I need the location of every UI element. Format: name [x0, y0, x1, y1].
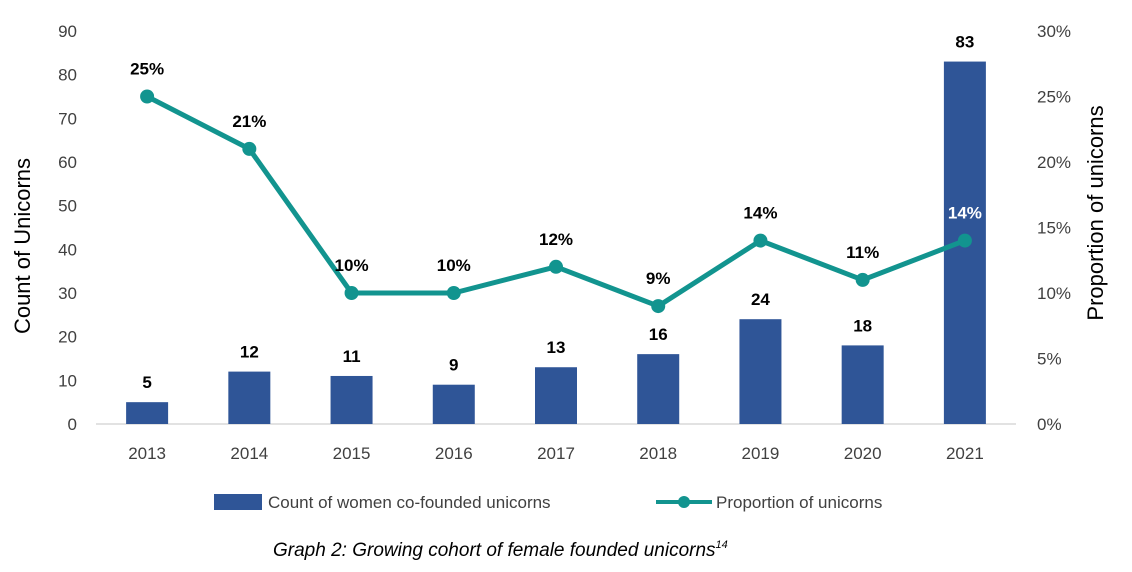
line-marker — [651, 299, 666, 314]
bar-series — [126, 61, 986, 425]
right-tick-label: 15% — [1037, 219, 1071, 238]
line-value-label: 21% — [232, 112, 266, 131]
bar — [126, 402, 169, 424]
left-axis-ticks: 0 10 20 30 40 50 60 70 80 90 — [58, 22, 77, 434]
bar-value-label: 24 — [751, 290, 770, 309]
left-tick-label: 90 — [58, 22, 77, 41]
legend-line-label: Proportion of unicorns — [716, 493, 882, 512]
left-tick-label: 30 — [58, 284, 77, 303]
line-marker — [549, 259, 563, 274]
line-marker — [446, 286, 461, 300]
x-tick-label: 2016 — [435, 444, 473, 463]
left-tick-label: 40 — [58, 240, 77, 259]
x-tick-label: 2013 — [128, 444, 166, 463]
line-marker — [140, 89, 155, 104]
caption: Graph 2: Growing cohort of female founde… — [273, 539, 728, 561]
left-tick-label: 70 — [58, 109, 77, 128]
bar-value-label: 83 — [955, 33, 974, 52]
line-value-label: 10% — [437, 256, 471, 275]
line-value-label: 14% — [743, 204, 777, 223]
bar — [637, 354, 680, 424]
left-tick-label: 80 — [58, 66, 77, 85]
line-value-label: 10% — [335, 256, 369, 275]
right-tick-label: 0% — [1037, 415, 1062, 434]
left-tick-label: 60 — [58, 153, 77, 172]
line-marker — [957, 233, 972, 248]
line-value-label: 25% — [130, 60, 164, 79]
x-tick-label: 2014 — [230, 444, 268, 463]
bar-value-label: 5 — [142, 373, 151, 392]
line-marker — [242, 141, 257, 156]
bar-value-label: 9 — [449, 356, 458, 375]
left-tick-label: 50 — [58, 197, 77, 216]
x-tick-label: 2020 — [844, 444, 882, 463]
line-value-label: 14% — [948, 204, 982, 223]
bar — [330, 375, 373, 424]
right-tick-label: 5% — [1037, 350, 1062, 369]
right-tick-label: 10% — [1037, 284, 1071, 303]
bar-value-label: 16 — [649, 325, 668, 344]
right-axis-ticks: 0% 5% 10% 15% 20% 25% 30% — [1037, 22, 1071, 434]
x-tick-label: 2021 — [946, 444, 984, 463]
left-tick-label: 0 — [68, 415, 77, 434]
x-tick-label: 2018 — [639, 444, 677, 463]
bar — [432, 384, 475, 424]
left-axis-title: Count of Unicorns — [10, 158, 35, 334]
bar — [841, 345, 884, 424]
line-value-label: 11% — [846, 243, 879, 262]
bar-value-label: 18 — [853, 316, 872, 335]
bar-data-labels: 5 12 11 9 13 16 24 18 83 — [142, 33, 974, 393]
bar — [535, 367, 577, 424]
line-series — [140, 89, 972, 314]
right-tick-label: 20% — [1037, 153, 1071, 172]
bar-value-label: 13 — [547, 338, 566, 357]
line-value-label: 12% — [539, 230, 573, 249]
line-marker — [344, 286, 359, 300]
right-tick-label: 30% — [1037, 22, 1071, 41]
right-tick-label: 25% — [1037, 88, 1071, 107]
bar — [739, 319, 782, 424]
legend-bar-label: Count of women co-founded unicorns — [268, 493, 551, 512]
x-tick-label: 2015 — [333, 444, 371, 463]
line-marker — [855, 272, 870, 287]
line-value-label: 9% — [646, 269, 671, 288]
left-tick-label: 10 — [58, 371, 77, 390]
proportion-line — [145, 94, 966, 309]
caption-text: Graph 2: Growing cohort of female founde… — [273, 540, 716, 561]
right-axis-title: Proportion of unicorns — [1083, 105, 1108, 320]
caption-footnote: 14 — [716, 539, 728, 551]
line-data-labels: 25% 21% 10% 10% 12% 9% 14% 11% 14% — [130, 60, 982, 289]
x-tick-label: 2019 — [742, 444, 780, 463]
legend-bar-swatch — [214, 494, 262, 510]
bar-value-label: 11 — [343, 347, 361, 366]
bar — [228, 371, 271, 424]
legend: Count of women co-founded unicorns Propo… — [214, 493, 882, 512]
x-tick-label: 2017 — [537, 444, 575, 463]
x-axis-ticks: 2013 2014 2015 2016 2017 2018 2019 2020 2021 — [128, 444, 984, 463]
line-marker — [753, 233, 768, 248]
bar-value-label: 12 — [240, 343, 259, 362]
left-tick-label: 20 — [58, 328, 77, 347]
legend-line-marker — [678, 496, 690, 508]
